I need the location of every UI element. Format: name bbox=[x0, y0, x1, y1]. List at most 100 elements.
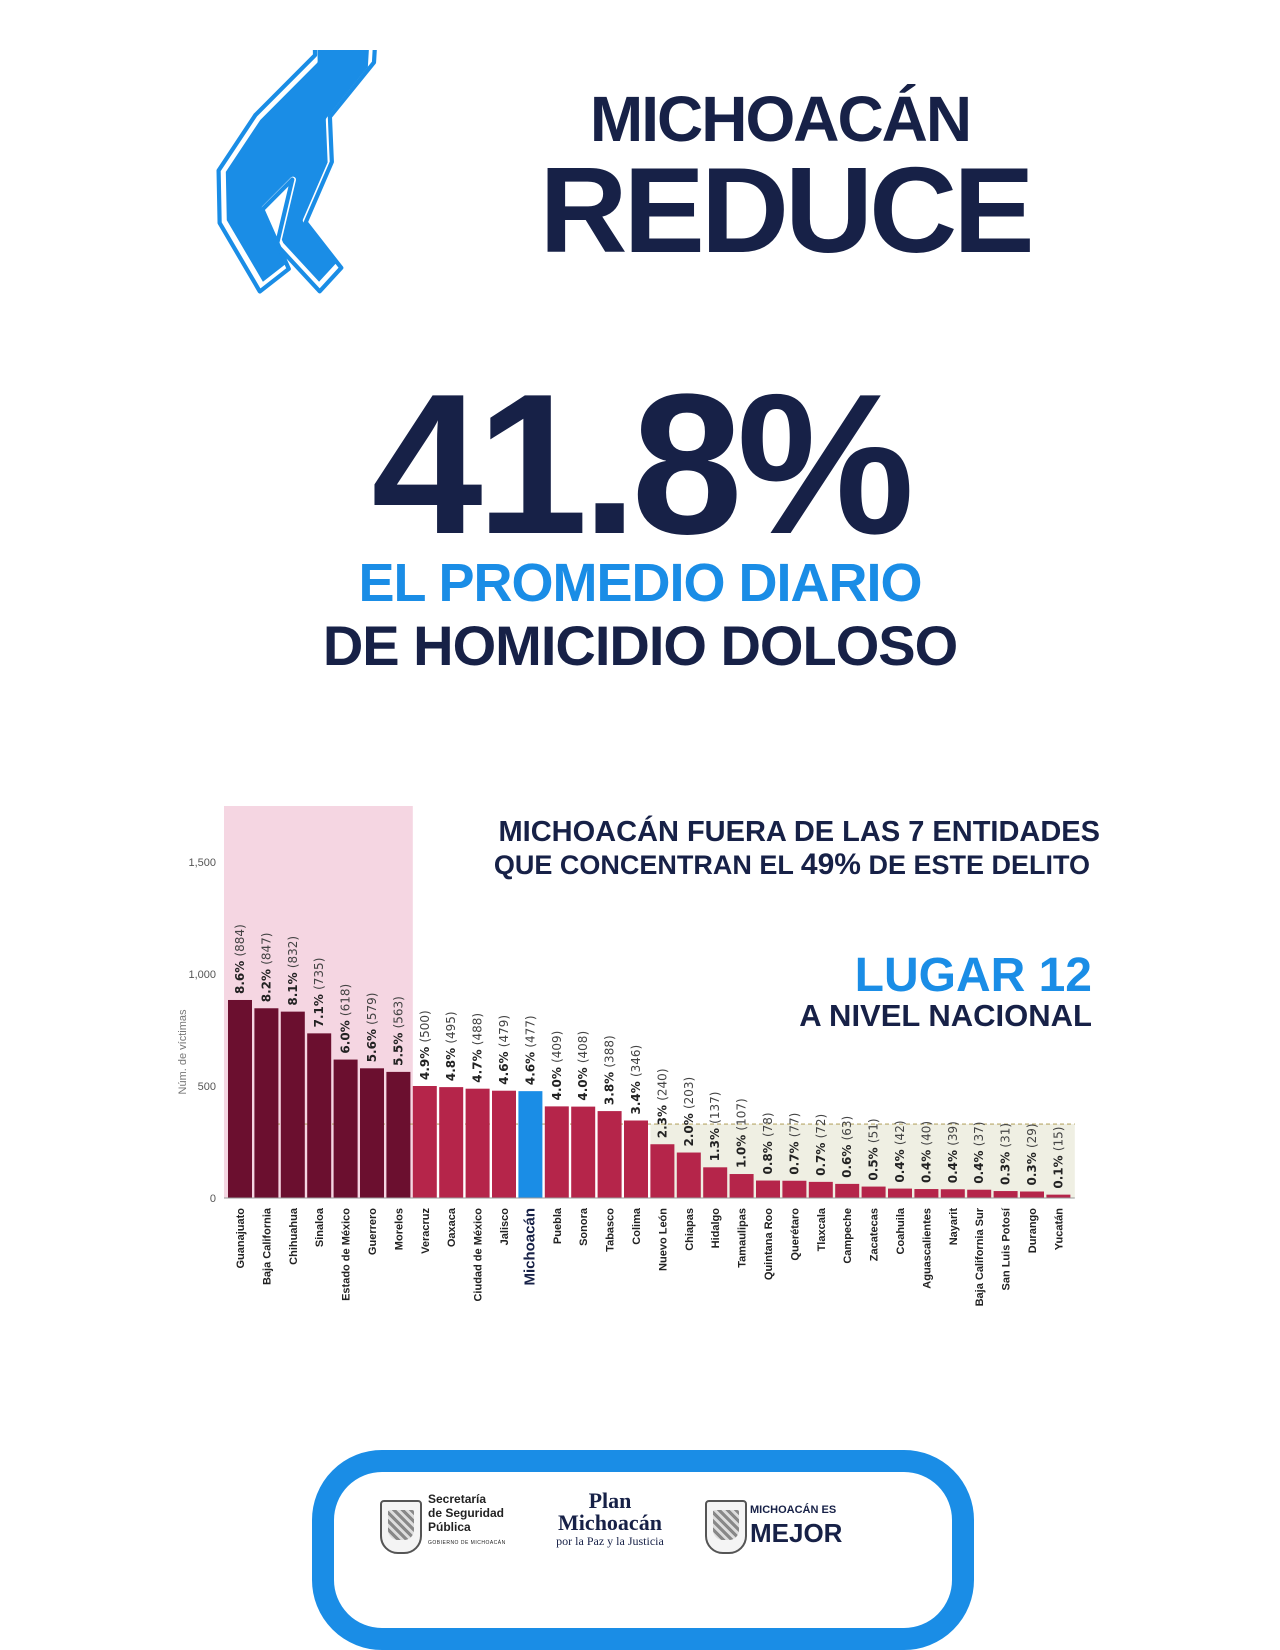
x-tick-label: Nuevo León bbox=[657, 1208, 669, 1271]
bar bbox=[782, 1180, 807, 1198]
title-line-1: MICHOACÁN bbox=[589, 83, 972, 155]
data-label-count: (618) bbox=[339, 984, 353, 1016]
x-tick-label: Chiapas bbox=[684, 1208, 696, 1251]
logo1-line2: de Seguridad bbox=[428, 1506, 505, 1520]
logo2-line1: Plan bbox=[588, 1488, 632, 1513]
bar bbox=[492, 1090, 516, 1198]
crest-icon bbox=[705, 1500, 747, 1554]
x-tick-label: Coahuila bbox=[895, 1207, 907, 1254]
data-label: 0.3% (31) bbox=[999, 1123, 1013, 1185]
data-label: 4.6% (477) bbox=[523, 1015, 537, 1085]
x-tick-label: Tamaulipas bbox=[737, 1208, 749, 1268]
data-label: 4.6% (479) bbox=[497, 1015, 511, 1085]
bar bbox=[333, 1059, 358, 1198]
y-tick-label: 0 bbox=[210, 1193, 216, 1205]
x-tick-label: Durango bbox=[1027, 1208, 1039, 1254]
bar bbox=[386, 1071, 411, 1198]
bar bbox=[967, 1189, 992, 1198]
x-tick-label: Michoacán bbox=[521, 1208, 538, 1286]
data-label: 0.8% (78) bbox=[761, 1112, 775, 1174]
data-label-percent: 5.5% bbox=[391, 1028, 405, 1065]
annotation-top-line-2-bold: 49% bbox=[800, 848, 861, 881]
data-label-percent: 2.3% bbox=[655, 1101, 669, 1138]
bar bbox=[439, 1087, 464, 1198]
data-label-count: (346) bbox=[629, 1045, 643, 1077]
rank-line-2: A NIVEL NACIONAL bbox=[799, 998, 1092, 1033]
data-label-percent: 4.0% bbox=[576, 1063, 590, 1100]
data-label-percent: 1.0% bbox=[735, 1131, 749, 1168]
title-line-2: REDUCE bbox=[539, 142, 1034, 278]
bar bbox=[518, 1091, 543, 1198]
y-tick-label: 500 bbox=[198, 1081, 216, 1093]
bar bbox=[544, 1106, 569, 1198]
data-label-percent: 0.1% bbox=[1051, 1151, 1065, 1188]
x-tick-label: Sinaloa bbox=[314, 1207, 326, 1247]
data-label-count: (63) bbox=[840, 1116, 854, 1141]
data-label-percent: 4.0% bbox=[550, 1063, 564, 1100]
headline-subtitle-2: DE HOMICIDIO DOLOSO bbox=[322, 614, 958, 677]
data-label-count: (40) bbox=[919, 1121, 933, 1146]
bar bbox=[1020, 1191, 1044, 1198]
bar bbox=[254, 1008, 279, 1198]
data-label-percent: 0.7% bbox=[787, 1137, 801, 1174]
bar bbox=[835, 1183, 860, 1198]
data-label: 8.1% (832) bbox=[286, 936, 300, 1006]
data-label: 3.8% (388) bbox=[603, 1035, 617, 1105]
data-label: 0.4% (42) bbox=[893, 1120, 907, 1182]
bar bbox=[465, 1088, 490, 1198]
x-tick-label: Veracruz bbox=[420, 1208, 432, 1254]
data-label-count: (563) bbox=[391, 996, 405, 1028]
x-tick-label: Baja California Sur bbox=[974, 1207, 986, 1306]
data-label-percent: 0.8% bbox=[761, 1137, 775, 1174]
crest-icon bbox=[380, 1500, 422, 1554]
logo2-line3: por la Paz y la Justicia bbox=[556, 1534, 664, 1548]
data-label-count: (39) bbox=[946, 1121, 960, 1146]
x-tick-label: Sonora bbox=[578, 1207, 590, 1246]
x-tick-label: Estado de México bbox=[341, 1208, 353, 1301]
data-label: 3.4% (346) bbox=[629, 1045, 643, 1115]
data-label-count: (884) bbox=[233, 924, 247, 956]
annotation-top-line-2-post: DE ESTE DELITO bbox=[860, 850, 1090, 880]
data-label-percent: 0.5% bbox=[867, 1143, 881, 1180]
data-label-count: (77) bbox=[787, 1113, 801, 1138]
data-label-count: (477) bbox=[523, 1015, 537, 1047]
data-label: 8.6% (884) bbox=[233, 924, 247, 994]
data-label-percent: 4.9% bbox=[418, 1043, 432, 1080]
x-tick-label: Colima bbox=[631, 1207, 643, 1245]
data-label-count: (240) bbox=[655, 1068, 669, 1100]
data-label-percent: 4.7% bbox=[471, 1045, 485, 1082]
data-label-count: (72) bbox=[814, 1114, 828, 1139]
data-label: 4.0% (409) bbox=[550, 1031, 564, 1101]
data-label-count: (388) bbox=[603, 1035, 617, 1067]
data-label-percent: 4.6% bbox=[523, 1048, 537, 1085]
x-tick-label: Baja California bbox=[261, 1207, 273, 1285]
headline-subtitle-1: EL PROMEDIO DIARIO bbox=[358, 553, 922, 613]
logo1-line3: Pública bbox=[428, 1520, 471, 1534]
body-outline-icon bbox=[216, 50, 379, 294]
data-label-count: (479) bbox=[497, 1015, 511, 1047]
data-label-percent: 4.6% bbox=[497, 1047, 511, 1084]
data-label: 4.0% (408) bbox=[576, 1031, 590, 1101]
x-tick-label: Jalisco bbox=[499, 1208, 511, 1246]
bar-chart: 0 500 1,000 1,500 Núm. de víctimas 8.6% (884)… bbox=[0, 780, 1280, 1350]
x-tick-label: Guerrero bbox=[367, 1208, 379, 1255]
data-label-percent: 8.1% bbox=[286, 968, 300, 1005]
x-tick-label: Morelos bbox=[393, 1208, 405, 1250]
bar bbox=[280, 1011, 305, 1198]
bar bbox=[756, 1180, 780, 1198]
data-label: 1.3% (137) bbox=[708, 1092, 722, 1162]
data-label-percent: 0.4% bbox=[893, 1145, 907, 1182]
bar bbox=[1046, 1194, 1071, 1198]
data-label-percent: 0.7% bbox=[814, 1138, 828, 1175]
data-label-percent: 7.1% bbox=[312, 990, 326, 1027]
annotation-top-line-2-pre: QUE CONCENTRAN EL bbox=[493, 850, 801, 880]
data-label: 0.1% (15) bbox=[1051, 1127, 1065, 1189]
data-label-percent: 6.0% bbox=[339, 1016, 353, 1053]
data-label-count: (31) bbox=[999, 1123, 1013, 1148]
header: MICHOACÁN REDUCE bbox=[0, 0, 1280, 330]
data-label-percent: 4.8% bbox=[444, 1044, 458, 1081]
data-label: 5.5% (563) bbox=[391, 996, 405, 1066]
headline-percent: 41.8% bbox=[371, 353, 914, 576]
x-tick-label: Yucatán bbox=[1053, 1208, 1065, 1250]
data-label: 0.4% (40) bbox=[919, 1121, 933, 1183]
